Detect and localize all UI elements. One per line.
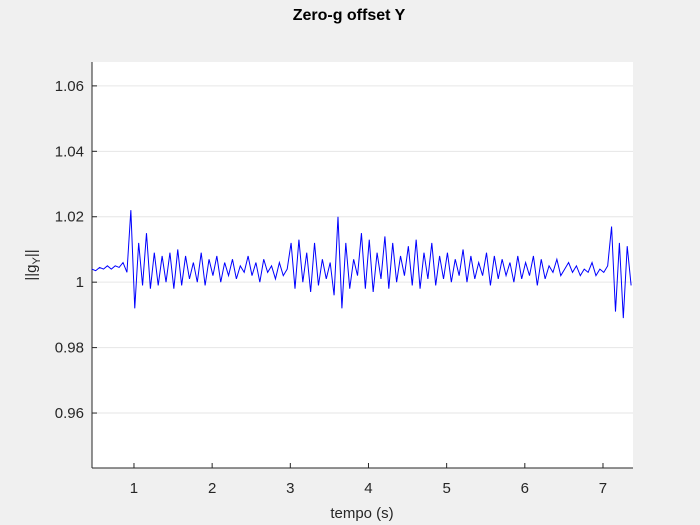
y-label-sub: Y [31, 257, 43, 265]
y-tick-label: 1 [76, 274, 84, 291]
y-tick-label: 0.98 [55, 340, 84, 357]
y-label-part: || [23, 249, 40, 257]
x-tick-label: 1 [130, 480, 138, 497]
y-tick-label: 0.96 [55, 405, 84, 422]
plot-area [92, 62, 633, 468]
x-tick-label: 2 [208, 480, 216, 497]
x-axis-label: tempo (s) [330, 505, 393, 522]
x-tick-label: 5 [442, 480, 450, 497]
chart-title: Zero-g offset Y [293, 7, 406, 24]
x-tick-label: 4 [364, 480, 372, 497]
y-axis-label: ||gY|| [23, 249, 43, 280]
x-tick-label: 3 [286, 480, 294, 497]
data-line [91, 210, 632, 319]
x-tick-label: 7 [599, 480, 607, 497]
x-tick-label: 6 [521, 480, 529, 497]
y-label-part: ||g [23, 265, 40, 281]
y-tick-label: 1.02 [55, 209, 84, 226]
y-tick-label: 1.04 [55, 143, 84, 160]
y-tick-label: 1.06 [55, 78, 84, 95]
